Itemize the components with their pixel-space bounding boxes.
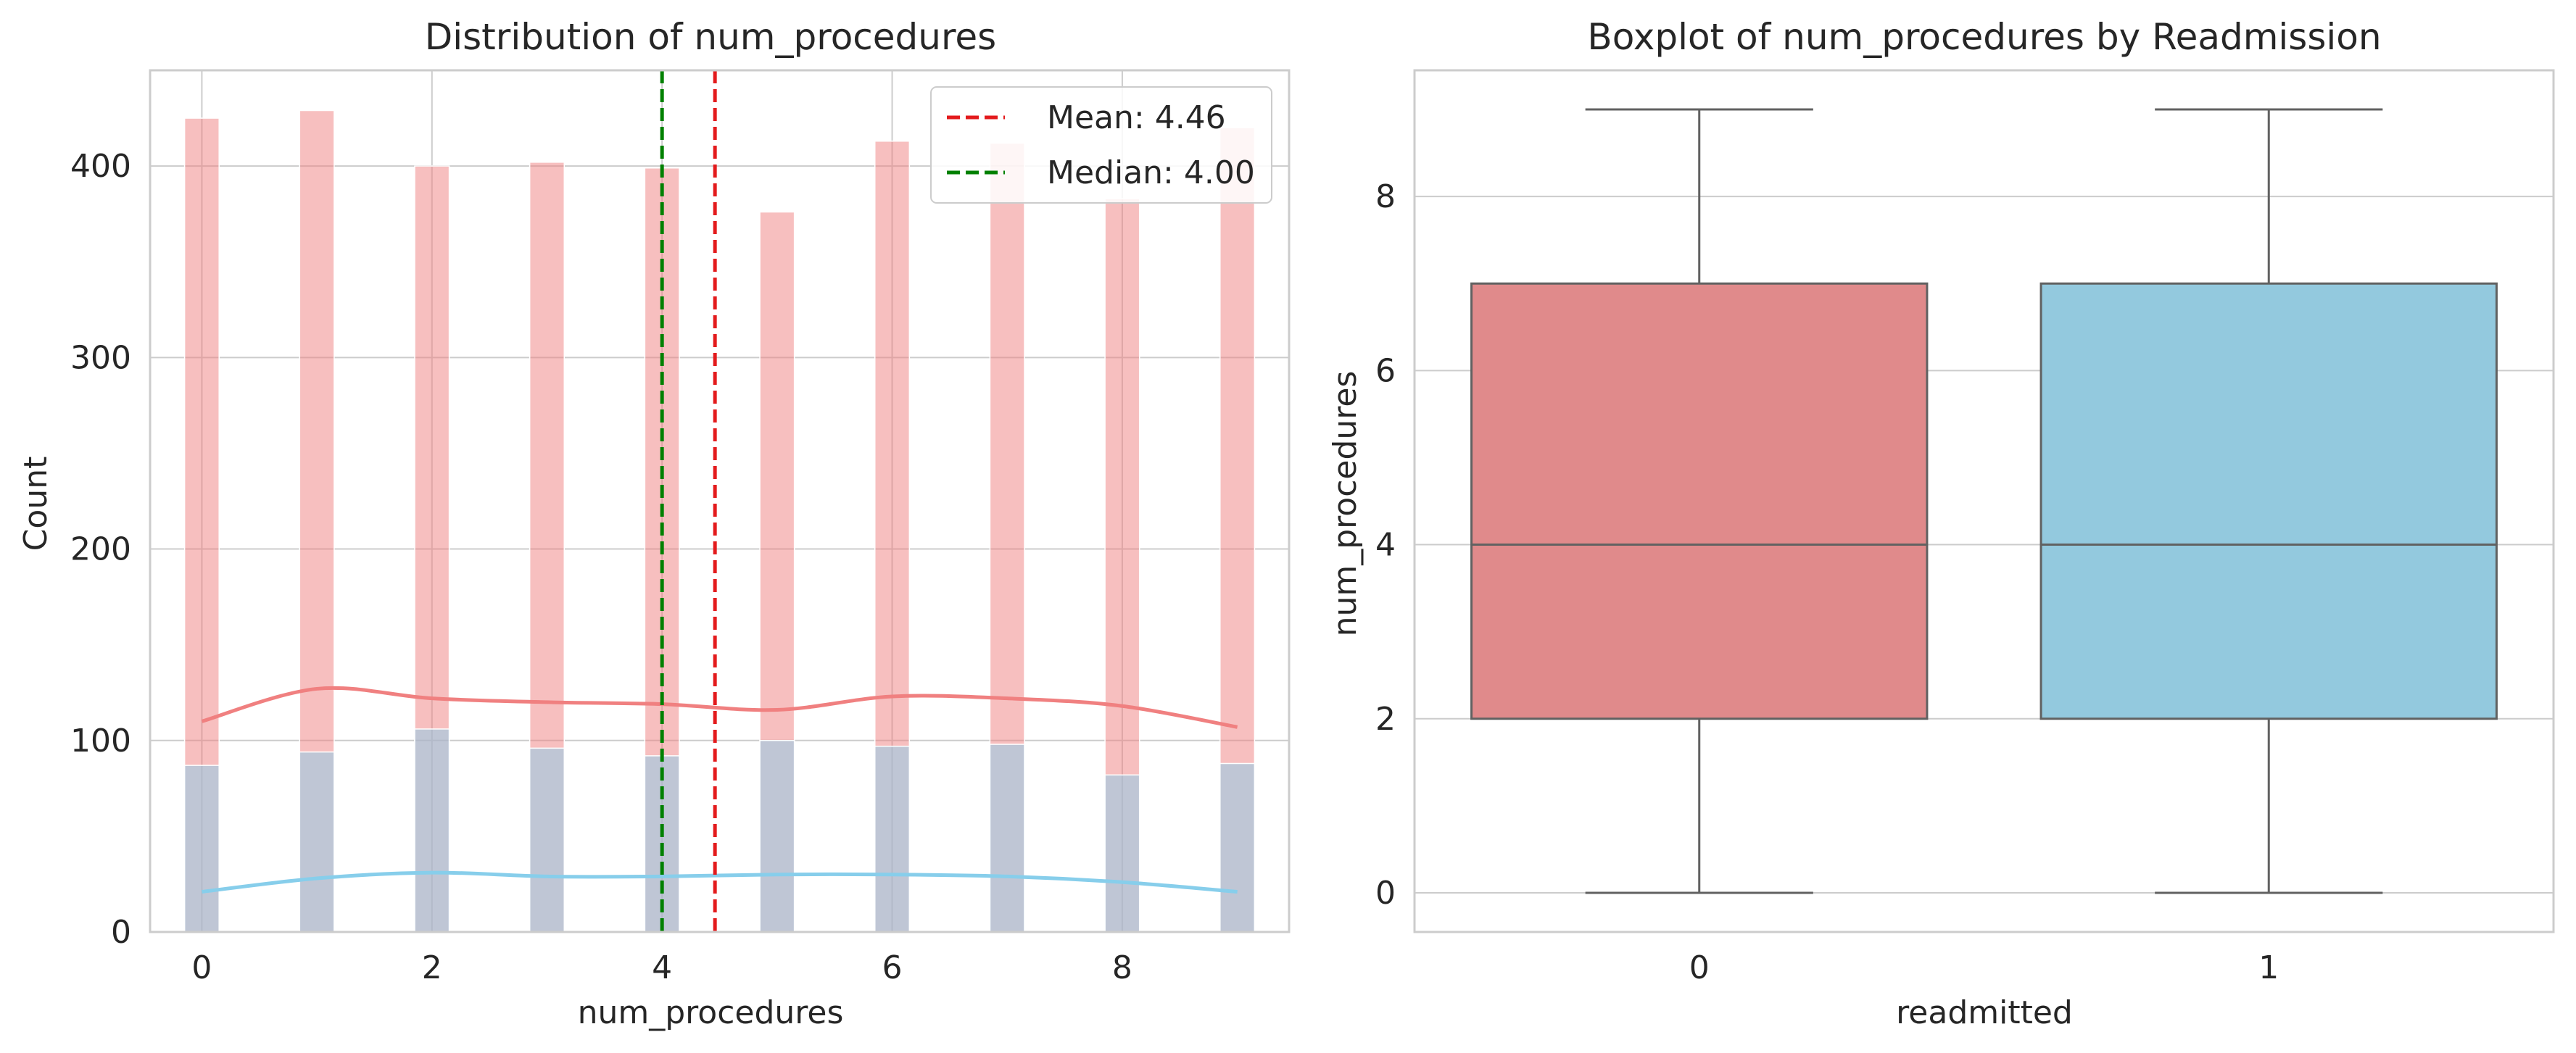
- histogram-panel: Distribution of num_procedures num_proce…: [17, 16, 1291, 1031]
- x-tick-label: 1: [2258, 949, 2279, 986]
- y-tick-label: 4: [1375, 527, 1396, 564]
- histogram-bar: [989, 744, 1025, 933]
- legend-label: Median: 4.00: [1047, 154, 1255, 191]
- boxplot-title: Boxplot of num_procedures by Readmission: [1587, 16, 2381, 58]
- x-tick-label: 8: [1112, 949, 1132, 986]
- boxplot-x-axis-label: readmitted: [1896, 994, 2073, 1031]
- box-iqr: [1470, 282, 1929, 720]
- x-tick-label: 2: [422, 949, 442, 986]
- y-tick-label: 300: [70, 339, 131, 376]
- y-tick-label: 100: [70, 723, 131, 759]
- y-tick-label: 0: [111, 914, 131, 951]
- histogram-bar: [529, 747, 566, 933]
- y-tick-label: 2: [1375, 701, 1396, 738]
- box-iqr: [2039, 282, 2498, 720]
- histogram-plot-area: 0 100 200 300 400 0 2 4 6 8 Mean: 4.46 Median: 4.00: [70, 69, 1291, 986]
- y-tick-label: 0: [1375, 875, 1396, 912]
- histogram-bar: [874, 745, 911, 933]
- y-tick-label: 200: [70, 531, 131, 568]
- x-tick-label: 0: [1689, 949, 1710, 986]
- histogram-bar: [299, 751, 335, 933]
- histogram-bar: [183, 765, 220, 933]
- kde-curve: [202, 870, 1238, 894]
- legend-box: [930, 86, 1272, 204]
- histogram-title: Distribution of num_procedures: [425, 16, 997, 58]
- boxplot-plot-area: 0 2 4 6 8 0 1: [1375, 69, 2555, 986]
- x-tick-label: 0: [191, 949, 212, 986]
- y-tick-label: 8: [1375, 178, 1396, 215]
- histogram-bar: [1219, 762, 1256, 933]
- x-tick-label: 4: [652, 949, 672, 986]
- histogram-y-axis-label: Count: [17, 457, 54, 552]
- histogram-bar: [1104, 774, 1140, 933]
- boxplot-panel: Boxplot of num_procedures by Readmission…: [1327, 16, 2555, 1031]
- kde-curve: [201, 686, 1238, 729]
- x-tick-label: 6: [882, 949, 903, 986]
- boxplot-y-axis-label: num_procedures: [1327, 371, 1364, 637]
- legend-label: Mean: 4.46: [1047, 99, 1226, 136]
- histogram-bar: [759, 740, 795, 933]
- histogram-bar: [414, 728, 450, 933]
- y-tick-label: 6: [1375, 352, 1396, 389]
- histogram-x-axis-label: num_procedures: [578, 994, 844, 1031]
- plot-frame: [1413, 69, 2555, 933]
- plot-frame: [149, 69, 1291, 933]
- y-tick-label: 400: [70, 148, 131, 185]
